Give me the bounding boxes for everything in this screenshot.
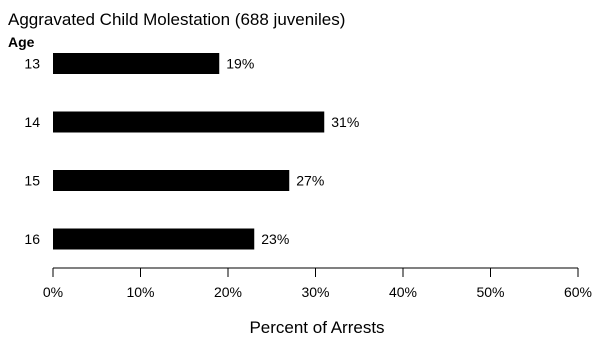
data-label-age-14: 31%	[331, 114, 359, 130]
chart-title: Aggravated Child Molestation (688 juveni…	[8, 10, 345, 29]
x-tick-label: 50%	[476, 284, 504, 300]
bar-age-14	[53, 111, 325, 133]
data-labels: 19% 31% 27% 23%	[226, 56, 359, 248]
data-label-age-15: 27%	[296, 173, 324, 189]
bar-age-13	[53, 53, 220, 74]
category-label-13: 13	[24, 56, 40, 72]
x-tick-label: 0%	[43, 284, 63, 300]
data-label-age-16: 23%	[261, 231, 289, 247]
bar-age-16	[53, 228, 255, 250]
bars-group	[53, 53, 325, 250]
bar-age-15	[53, 170, 290, 191]
category-labels: 13 14 15 16	[24, 56, 40, 248]
y-axis-label: Age	[8, 34, 35, 50]
category-label-15: 15	[24, 173, 40, 189]
category-label-14: 14	[24, 114, 40, 130]
x-tick-label: 10%	[126, 284, 154, 300]
x-tick-label: 60%	[564, 284, 592, 300]
data-label-age-13: 19%	[226, 56, 254, 72]
x-axis-ticks: 0% 10% 20% 30% 40% 50% 60%	[43, 268, 592, 300]
x-tick-label: 40%	[389, 284, 417, 300]
category-label-16: 16	[24, 231, 40, 247]
x-tick-label: 30%	[301, 284, 329, 300]
x-axis-label: Percent of Arrests	[249, 318, 384, 337]
x-tick-label: 20%	[214, 284, 242, 300]
